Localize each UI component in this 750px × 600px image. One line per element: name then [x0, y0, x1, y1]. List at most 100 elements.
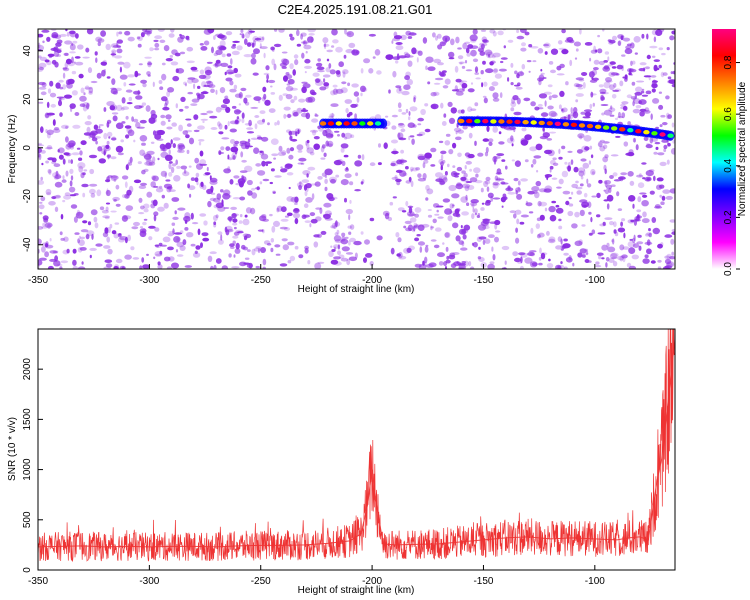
spectrogram-noise-dot [605, 80, 613, 83]
spectrogram-noise-dot [472, 58, 479, 63]
spectrogram-noise-dot [620, 221, 623, 227]
spectrogram-noise-dot [544, 51, 548, 55]
spectrogram-noise-dot [206, 110, 214, 114]
spectrogram-noise-dot [328, 196, 335, 202]
spectrogram-noise-dot [171, 49, 178, 55]
spectrogram-noise-dot [350, 103, 358, 108]
spectrogram-noise-dot [496, 177, 501, 182]
signal-core [522, 120, 529, 125]
spectrogram-signal-layer [319, 116, 675, 141]
spectrogram-noise-dot [521, 127, 527, 132]
spectrogram-noise-dot [237, 178, 246, 185]
spectrogram-noise-dot [111, 49, 117, 54]
spectrogram-noise-dot [416, 57, 419, 63]
spectrogram-noise-dot [653, 151, 658, 155]
spectrogram-noise-dot [588, 71, 595, 78]
spectrogram-noise-dot [97, 38, 105, 43]
spectrogram-noise-dot [127, 36, 135, 42]
spectrogram-noise-dot [251, 42, 255, 48]
spectrogram-noise-dot [84, 85, 90, 90]
spectrogram-noise-dot [442, 198, 451, 203]
spectrogram-noise-dot [221, 53, 226, 58]
spectrogram-noise-dot [481, 82, 484, 88]
spectrogram-noise-dot [39, 201, 43, 204]
spectrogram-noise-dot [196, 92, 200, 97]
spectrogram-noise-dot [430, 92, 437, 97]
spectrogram-noise-dot [622, 246, 630, 250]
spectrogram-noise-dot [663, 144, 668, 150]
spectrogram-noise-dot [53, 46, 59, 53]
spectrogram-noise-dot [133, 221, 140, 227]
spectrogram-noise-dot [219, 45, 227, 51]
spectrogram-noise-dot [418, 131, 426, 136]
snr-noise-trace [38, 329, 675, 563]
spectrogram-noise-dot [320, 145, 325, 153]
spectrogram-noise-dot [322, 37, 329, 44]
spectrogram-noise-dot [540, 72, 545, 75]
spectrogram-noise-dot [182, 130, 189, 136]
spectrogram-noise-dot [621, 112, 626, 119]
spectrogram-noise-dot [304, 190, 308, 197]
spectrogram-noise-dot [245, 207, 252, 214]
spectrogram-noise-dot [557, 40, 563, 45]
spectrogram-noise-dot [103, 245, 111, 249]
y-tick-label: 0 [22, 145, 33, 151]
spectrogram-noise-dot [242, 218, 250, 226]
spectrogram-noise-dot [518, 252, 526, 256]
spectrogram-noise-dot [544, 149, 553, 155]
spectrogram-noise-dot [171, 197, 180, 202]
spectrogram-noise-dot [206, 80, 214, 88]
spectrogram-noise-dot [333, 225, 336, 229]
signal-core [643, 130, 650, 135]
x-tick-label: -300 [139, 576, 159, 587]
spectrogram-noise-dot [168, 256, 175, 262]
spectrogram-noise-dot [199, 213, 207, 217]
spectrogram-noise-dot [229, 179, 234, 185]
spectrogram-noise-dot [530, 46, 539, 49]
spectrogram-noise-dot [423, 159, 429, 164]
spectrogram-noise-dot [398, 123, 406, 128]
spectrogram-noise-dot [69, 103, 76, 109]
spectrogram-noise-dot [484, 180, 491, 185]
spectrogram-noise-dot [610, 184, 616, 187]
spectrogram-noise-dot [86, 29, 94, 35]
spectrogram-noise-dot [241, 118, 245, 124]
spectrogram-noise-dot [230, 246, 235, 249]
spectrogram-noise-dot [115, 145, 124, 153]
spectrogram-noise-dot [47, 88, 52, 94]
spectrogram-noise-dot [631, 254, 639, 260]
spectrogram-noise-dot [607, 246, 616, 253]
spectrogram-noise-dot [639, 173, 642, 177]
spectrogram-noise-dot [395, 42, 403, 45]
spectrogram-noise-dot [639, 108, 647, 112]
spectrogram-noise-dot [602, 66, 611, 72]
spectrogram-noise-dot [138, 197, 143, 203]
spectrogram-noise-dot [99, 206, 105, 211]
signal-core [474, 119, 481, 124]
spectrogram-noise-dot [54, 174, 62, 180]
spectrogram-noise-dot [331, 45, 335, 48]
spectrogram-noise-dot [430, 103, 439, 110]
spectrogram-noise-dot [385, 212, 390, 216]
spectrogram-noise-dot [533, 155, 542, 159]
spectrogram-noise-dot [283, 113, 287, 119]
spectrogram-noise-dot [662, 122, 668, 126]
spectrogram-noise-dot [303, 214, 310, 218]
spectrogram-noise-dot [305, 197, 313, 203]
spectrogram-noise-dot [460, 176, 467, 181]
spectrogram-noise-dot [246, 42, 252, 47]
spectrogram-noise-dot [301, 52, 305, 59]
spectrogram-noise-dot [427, 209, 432, 211]
spectrogram-noise-dot [558, 178, 564, 185]
spectrogram-noise-dot [154, 227, 160, 232]
spectrogram-noise-dot [143, 153, 152, 160]
spectrogram-noise-dot [93, 124, 99, 130]
spectrogram-noise-dot [548, 236, 556, 242]
spectrogram-noise-dot [63, 194, 72, 200]
spectrogram-noise-dot [620, 35, 625, 39]
spectrogram-noise-dot [621, 64, 624, 72]
spectrogram-noise-dot [239, 261, 247, 267]
spectrogram-noise-dot [271, 225, 276, 233]
spectrogram-noise-dot [292, 111, 299, 117]
spectrogram-noise-dot [254, 115, 260, 118]
